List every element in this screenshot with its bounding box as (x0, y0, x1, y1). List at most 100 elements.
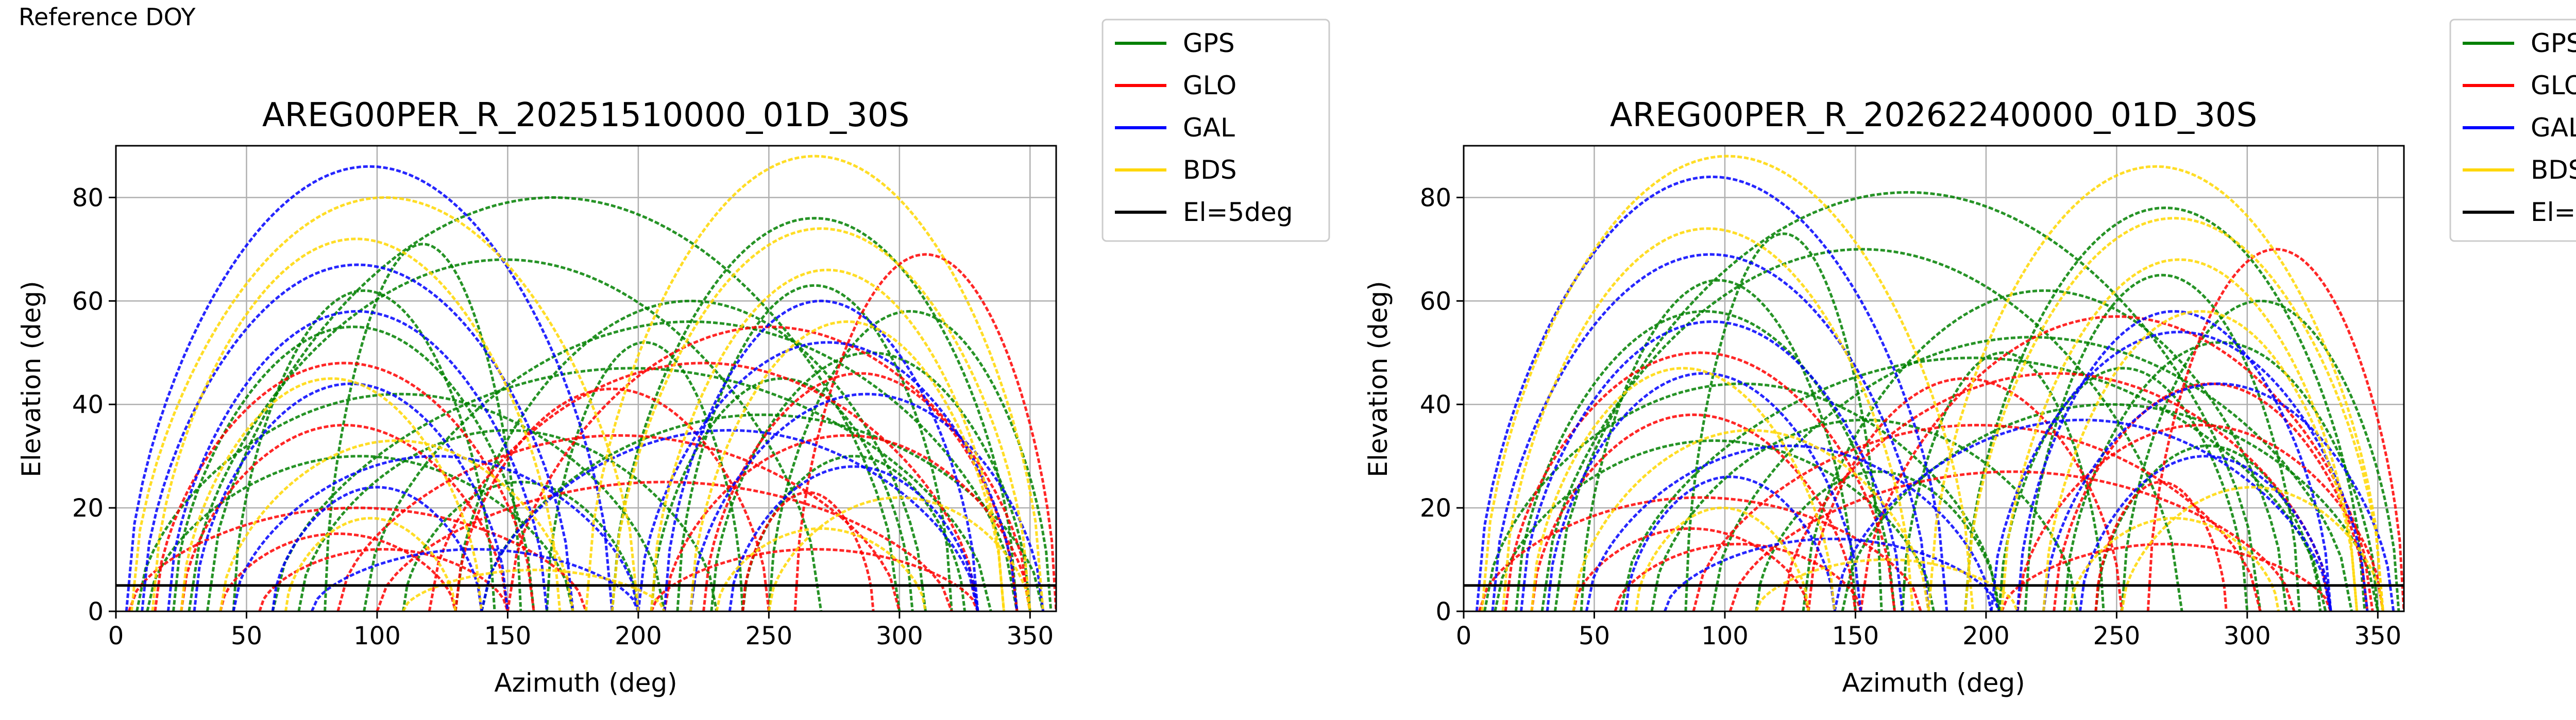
satellite-track (1491, 253, 1930, 611)
satellite-track (151, 237, 562, 611)
legend-label: BDS (2531, 155, 2576, 185)
y-tick-label: 60 (72, 287, 104, 316)
satellite-track (271, 367, 992, 611)
satellite-track (710, 351, 1031, 611)
satellite-track (1553, 191, 2262, 611)
satellite-track (689, 392, 1045, 611)
satellite-track (172, 325, 535, 611)
legend-label: GLO (1183, 71, 1236, 100)
legend-label: El=5deg (2531, 197, 2576, 227)
satellite-track (741, 455, 967, 611)
x-tick-label: 100 (1701, 622, 1749, 650)
satellite-track (1572, 527, 1810, 611)
satellite-track (180, 377, 483, 611)
y-axis-label: Elevation (deg) (1363, 281, 1393, 477)
satellite-track (2121, 299, 2400, 611)
satellite-track (1504, 351, 1896, 611)
satellite-track (1901, 351, 2105, 611)
satellite-track (2146, 248, 2404, 611)
satellite-track (1635, 506, 1810, 611)
x-tick-label: 0 (1456, 622, 1472, 650)
satellite-track (1802, 289, 2288, 611)
satellite-track (1684, 232, 1883, 611)
satellite-track (2121, 486, 2384, 611)
satellite-track (2016, 423, 2384, 611)
satellite-track (1619, 356, 2327, 611)
y-tick-label: 20 (1420, 494, 1451, 523)
legend-label: El=5deg (1183, 197, 1293, 227)
y-axis-label: Elevation (deg) (16, 281, 46, 477)
satellite-track (637, 341, 1019, 611)
satellite-track (715, 527, 927, 611)
satellite-track (2024, 273, 2301, 611)
series-gal (1475, 175, 2395, 611)
figure-header-label: Reference DOY (19, 3, 196, 31)
satellite-track (1624, 475, 1836, 611)
y-tick-label: 40 (72, 390, 104, 419)
satellite-track (376, 481, 953, 611)
series-bds (130, 155, 1045, 611)
satellite-track (1927, 165, 2384, 611)
legend-label: GAL (1183, 113, 1235, 143)
chart-title: AREG00PER_R_20262240000_01D_30S (1610, 96, 2257, 134)
legend: GPS GLO GAL BDS El=5deg (1101, 19, 1330, 242)
satellite-track (206, 196, 901, 611)
x-tick-label: 100 (353, 622, 401, 650)
satellite-track (2094, 481, 2228, 611)
legend: GPS GLO GAL BDS El=5deg (2449, 19, 2576, 242)
x-tick-label: 150 (484, 622, 532, 650)
legend-label: BDS (1183, 155, 1237, 185)
satellite-track (125, 165, 614, 611)
satellite-track (728, 465, 979, 611)
legend-label: GPS (1183, 28, 1235, 58)
satellite-track (454, 299, 927, 611)
satellite-track (1540, 248, 2183, 611)
satellite-track (1478, 496, 1922, 611)
satellite-track (2042, 382, 2395, 611)
y-tick-label: 60 (1420, 287, 1451, 316)
satellite-track (1614, 542, 1862, 611)
y-tick-label: 20 (72, 494, 104, 523)
satellite-track (1692, 423, 2262, 611)
satellite-track (271, 486, 483, 611)
satellite-track (1755, 558, 2019, 611)
x-tick-label: 50 (1579, 622, 1610, 650)
x-tick-label: 350 (2354, 622, 2401, 650)
satellite-track (1481, 155, 1974, 611)
y-tick-label: 0 (88, 597, 104, 626)
legend-label: GLO (2531, 71, 2576, 100)
satellite-track (188, 258, 823, 611)
chart-panel-1: AREG00PER_R_20251510000_01D_30S 0 50 100 15… (16, 19, 1330, 698)
satellite-track (650, 547, 979, 611)
y-tick-label: 80 (72, 183, 104, 212)
satellite-track (141, 263, 574, 611)
satellite-track (793, 253, 1056, 611)
satellite-track (741, 491, 875, 611)
satellite-track (1580, 279, 1857, 611)
satellite-track (284, 517, 457, 611)
satellite-track (232, 455, 640, 611)
satellite-track (1585, 444, 1993, 611)
x-tick-label: 300 (876, 622, 923, 650)
chart-panel-2: AREG00PER_R_20262240000_01D_30S 0 50 100 15… (1363, 19, 2576, 698)
satellite-track (166, 310, 548, 611)
satellite-track (663, 299, 979, 611)
satellite-track (130, 196, 640, 611)
satellite-track (1501, 227, 1914, 611)
satellite-track (402, 569, 666, 611)
satellite-track (1530, 367, 1836, 611)
satellite-track (1997, 367, 2249, 611)
satellite-track (2016, 310, 2332, 611)
satellite-track (1963, 217, 2384, 611)
satellite-track (767, 496, 1031, 611)
satellite-track (2078, 455, 2332, 611)
x-tick-label: 300 (2224, 622, 2271, 650)
x-tick-label: 200 (615, 622, 662, 650)
series-gal (125, 165, 1045, 611)
x-tick-label: 350 (1006, 622, 1054, 650)
satellite-track (1755, 470, 2001, 611)
x-tick-label: 250 (2093, 622, 2141, 650)
satellite-track (2000, 542, 2332, 611)
satellite-track (1963, 206, 2366, 611)
satellite-track (1483, 382, 2001, 611)
